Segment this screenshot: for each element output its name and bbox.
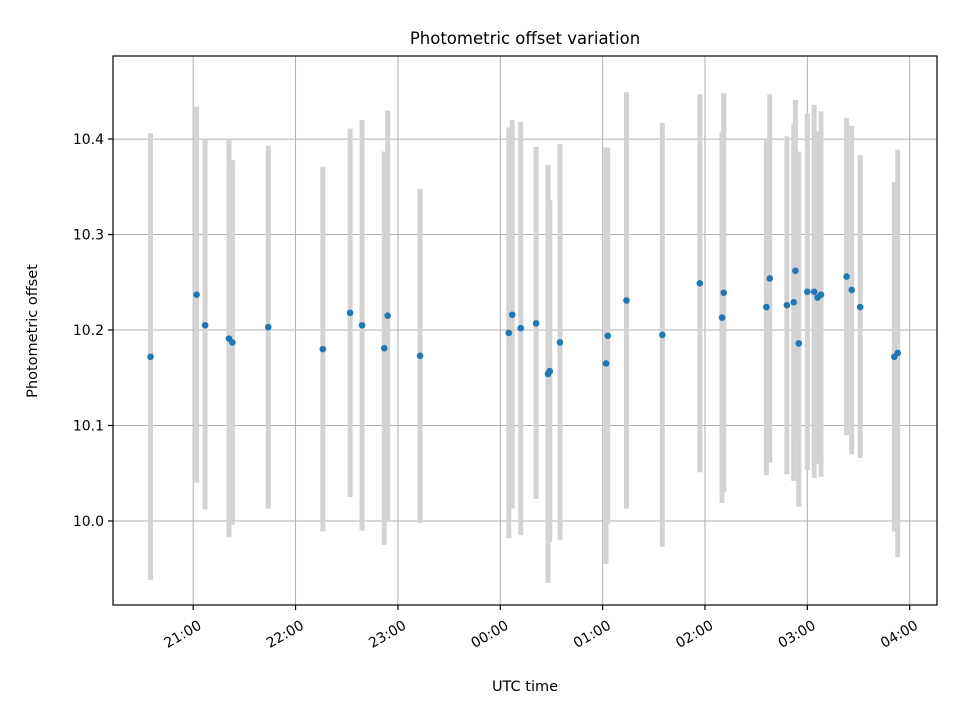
data-point: [804, 288, 811, 296]
data-point: [766, 275, 774, 282]
data-point: [763, 303, 770, 311]
data-points: [147, 267, 902, 378]
data-point: [147, 353, 154, 361]
data-point: [416, 352, 424, 360]
y-tick-label: 10.0: [73, 514, 104, 530]
data-point: [720, 289, 728, 297]
data-point: [894, 349, 902, 357]
data-point: [848, 286, 855, 294]
data-point: [546, 367, 554, 375]
data-point: [795, 340, 803, 347]
data-point: [856, 303, 864, 311]
y-tick-label: 10.4: [73, 132, 104, 148]
data-point: [229, 339, 236, 346]
data-point: [201, 321, 209, 329]
data-point: [783, 301, 791, 309]
data-point: [843, 273, 850, 280]
data-point: [718, 314, 726, 321]
y-axis-label: Photometric offset: [25, 264, 41, 398]
data-point: [604, 332, 612, 340]
data-point: [790, 299, 797, 306]
y-tick-label: 10.3: [73, 228, 104, 244]
data-point: [817, 291, 825, 298]
chart-title: Photometric offset variation: [410, 29, 640, 48]
data-point: [602, 360, 610, 367]
x-axis-label: UTC time: [492, 679, 558, 695]
data-point: [193, 291, 200, 298]
data-point: [659, 331, 666, 339]
data-point: [264, 323, 272, 331]
y-tick-label: 10.1: [73, 419, 104, 435]
data-point: [346, 309, 354, 317]
data-point: [792, 267, 799, 275]
data-point: [532, 320, 540, 327]
data-point: [517, 324, 525, 332]
data-point: [380, 344, 388, 352]
data-point: [384, 312, 391, 320]
data-point: [556, 339, 564, 346]
y-axis-ticks: 10.0 10.1 10.2 10.3 10.4: [73, 132, 113, 530]
data-point: [505, 329, 513, 337]
data-point: [810, 288, 818, 296]
data-point: [358, 321, 366, 329]
y-tick-label: 10.2: [73, 323, 104, 339]
data-point: [696, 279, 704, 287]
data-point: [319, 345, 327, 353]
data-point: [508, 311, 516, 319]
data-point: [623, 297, 630, 304]
